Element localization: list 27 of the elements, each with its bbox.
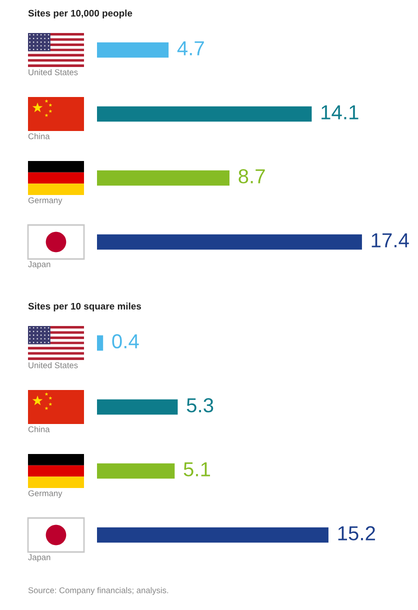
data-label: 5.3 — [186, 398, 214, 412]
bar — [97, 170, 230, 186]
data-label: 4.7 — [177, 41, 204, 56]
data-label: 15.2 — [338, 526, 375, 540]
bar — [97, 106, 312, 122]
data-label: 5.1 — [184, 462, 210, 476]
y-tick-label: Japan — [28, 554, 50, 562]
annotation: Source: Company financials; analysis. — [28, 587, 168, 595]
y-tick-label: China — [28, 133, 50, 140]
y-tick-label: Germany — [28, 490, 62, 498]
data-label: 0.4 — [112, 334, 139, 348]
data-label: 17.4 — [372, 233, 409, 248]
bar — [97, 42, 169, 58]
bar — [97, 335, 104, 351]
bar — [97, 399, 178, 415]
chart-title: Sites per 10,000 people — [28, 10, 132, 18]
bar — [97, 463, 175, 479]
data-label: 14.1 — [322, 105, 358, 120]
chart-title: Sites per 10 square miles — [28, 302, 142, 312]
y-tick-label: United States — [28, 362, 78, 368]
data-label: 8.7 — [238, 169, 265, 184]
y-tick-label: China — [28, 426, 50, 432]
y-tick-label: United States — [28, 69, 78, 76]
bar — [97, 234, 362, 250]
y-tick-label: Japan — [28, 261, 50, 269]
y-tick-label: Germany — [28, 197, 62, 205]
bar — [97, 527, 328, 543]
